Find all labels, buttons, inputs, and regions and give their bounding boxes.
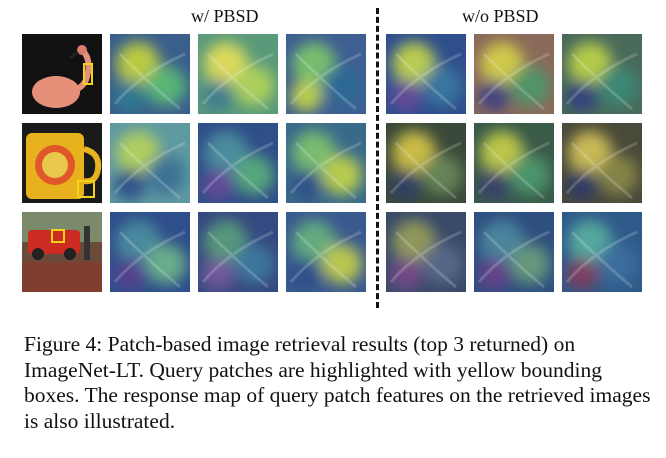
retrieved-response-map-without-pbsd-row-2-1: [386, 123, 466, 203]
retrieved-response-map-without-pbsd-row-3-1: [386, 212, 466, 292]
retrieved-response-map-without-pbsd-row-2-2: [474, 123, 554, 203]
retrieved-response-map-with-pbsd-row-3-3: [286, 212, 366, 292]
header-without-pbsd: w/o PBSD: [462, 6, 539, 26]
retrieved-response-map-without-pbsd-row-2-3: [562, 123, 642, 203]
retrieved-response-map-without-pbsd-row-3-2: [474, 212, 554, 292]
retrieved-response-map-with-pbsd-row-3-2: [198, 212, 278, 292]
retrieved-response-map-without-pbsd-row-1-1: [386, 34, 466, 114]
retrieved-response-map-with-pbsd-row-3-1: [110, 212, 190, 292]
query-image-row-2: [22, 123, 102, 203]
query-image-row-1: [22, 34, 102, 114]
retrieved-response-map-with-pbsd-row-1-2: [198, 34, 278, 114]
retrieved-response-map-without-pbsd-row-1-2: [474, 34, 554, 114]
figure-caption: Figure 4: Patch-based image retrieval re…: [24, 332, 651, 433]
retrieved-response-map-with-pbsd-row-2-1: [110, 123, 190, 203]
figure-4: w/ PBSD w/o PBSD: [22, 6, 642, 308]
retrieved-response-map-without-pbsd-row-3-3: [562, 212, 642, 292]
retrieved-response-map-with-pbsd-row-1-3: [286, 34, 366, 114]
dashed-divider: [376, 8, 379, 308]
header-with-pbsd: w/ PBSD: [191, 6, 259, 26]
retrieved-response-map-with-pbsd-row-2-2: [198, 123, 278, 203]
retrieved-response-map-without-pbsd-row-1-3: [562, 34, 642, 114]
query-image-row-3: [22, 212, 102, 292]
retrieved-response-map-with-pbsd-row-2-3: [286, 123, 366, 203]
retrieved-response-map-with-pbsd-row-1-1: [110, 34, 190, 114]
